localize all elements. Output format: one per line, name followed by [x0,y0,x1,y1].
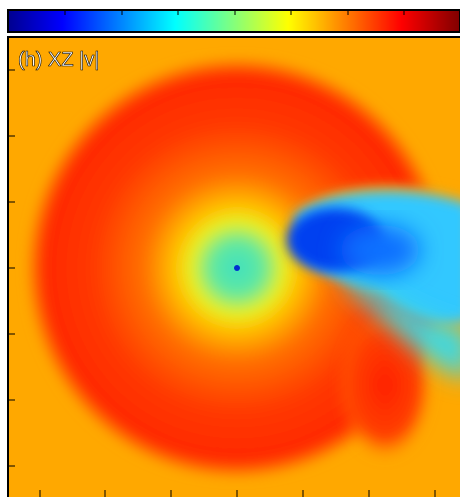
panel-frame [7,36,460,497]
colorbar [7,9,460,33]
panel-label: (h) XZ |v| [18,49,100,71]
axis-ticks [8,69,436,497]
field-image [8,37,460,497]
colorbar-ticks [64,10,405,15]
